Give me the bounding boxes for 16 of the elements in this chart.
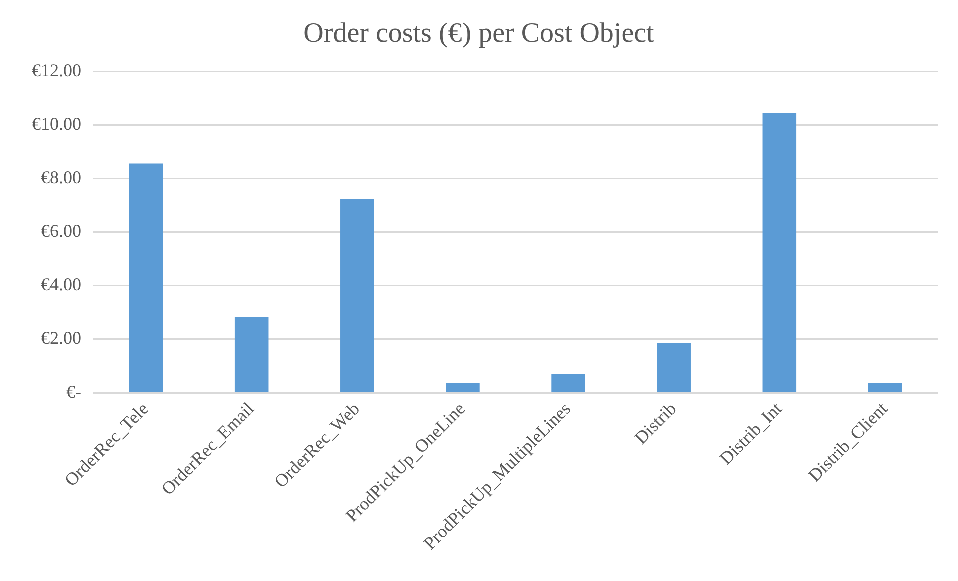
bar <box>129 164 164 392</box>
bar <box>762 113 797 392</box>
bar <box>552 374 586 392</box>
bar <box>446 383 480 392</box>
chart-title: Order costs (€) per Cost Object <box>304 18 655 50</box>
y-tick-label: €6.00 <box>41 221 82 242</box>
bar <box>234 316 269 392</box>
y-tick-label: €8.00 <box>41 167 82 188</box>
bar <box>340 199 374 392</box>
y-tick-label: €4.00 <box>41 274 82 295</box>
bar <box>657 343 691 392</box>
y-tick-label: €10.00 <box>32 114 82 134</box>
y-tick-label: €- <box>66 382 82 402</box>
bar <box>868 383 902 392</box>
y-tick-label: €2.00 <box>41 328 82 348</box>
y-tick-label: €12.00 <box>32 60 82 80</box>
